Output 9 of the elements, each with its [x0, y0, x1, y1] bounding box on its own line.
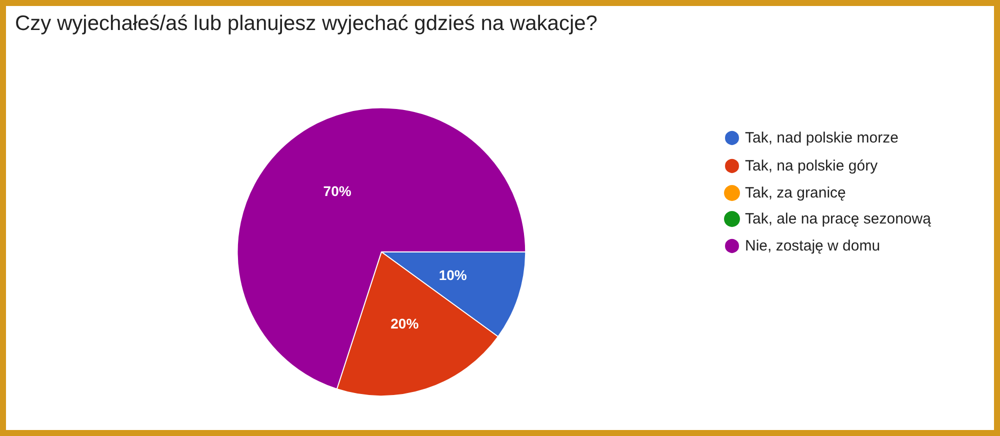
data-label: 70%	[323, 183, 352, 200]
legend-label: Tak, nad polskie morze	[745, 130, 898, 146]
legend-label: Nie, zostaję w domu	[745, 238, 880, 254]
data-label: 10%	[438, 267, 468, 284]
chart-title: Czy wyjechałeś/aś lub planujesz wyjechać gdzieś na wakacje?	[15, 12, 598, 35]
legend-label: Tak, za granicę	[745, 184, 846, 202]
legend-label: Tak, na polskie góry	[745, 158, 878, 174]
data-label: 20%	[390, 315, 420, 332]
legend-label: Tak, ale na pracę sezonową	[745, 210, 932, 228]
